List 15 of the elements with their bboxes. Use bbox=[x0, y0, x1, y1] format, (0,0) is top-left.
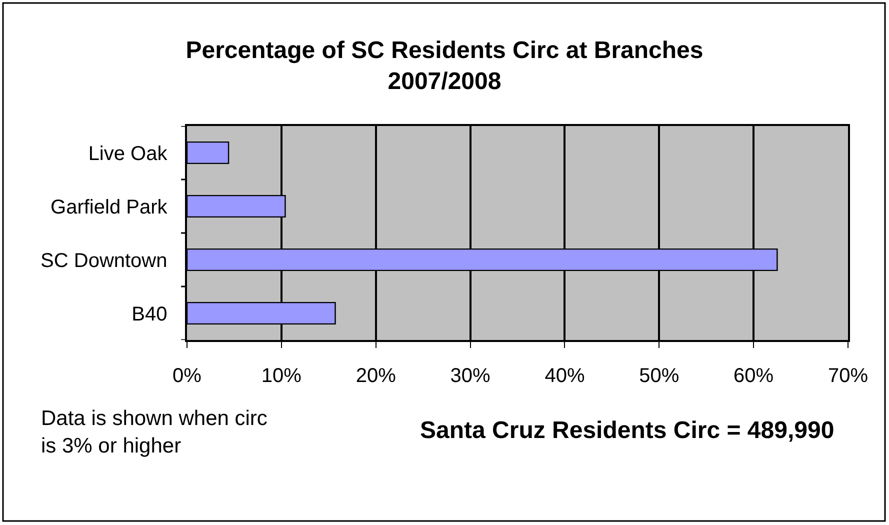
x-tick-label: 30% bbox=[450, 364, 491, 387]
x-tick-label: 70% bbox=[828, 364, 868, 387]
x-tick-label: 0% bbox=[172, 364, 202, 387]
chart-title: Percentage of SC Residents Circ at Branches 2007/2008 bbox=[186, 37, 704, 96]
y-tick-label: SC Downtown bbox=[40, 250, 168, 272]
x-tick-label: 40% bbox=[544, 364, 585, 387]
x-tick-label: 10% bbox=[261, 364, 302, 387]
text: Santa Cruz Residents Circ = 489,990 bbox=[420, 417, 834, 444]
y-tick-label: Garfield Park bbox=[50, 196, 168, 218]
x-tick-label: 50% bbox=[639, 364, 680, 387]
text: Data is shown when circ is 3% or higher bbox=[41, 407, 268, 458]
y-tick-label: B40 bbox=[132, 303, 168, 326]
x-tick-label: 60% bbox=[734, 364, 774, 387]
x-tick-label: 20% bbox=[356, 364, 396, 387]
y-tick-label: Live Oak bbox=[88, 142, 168, 165]
